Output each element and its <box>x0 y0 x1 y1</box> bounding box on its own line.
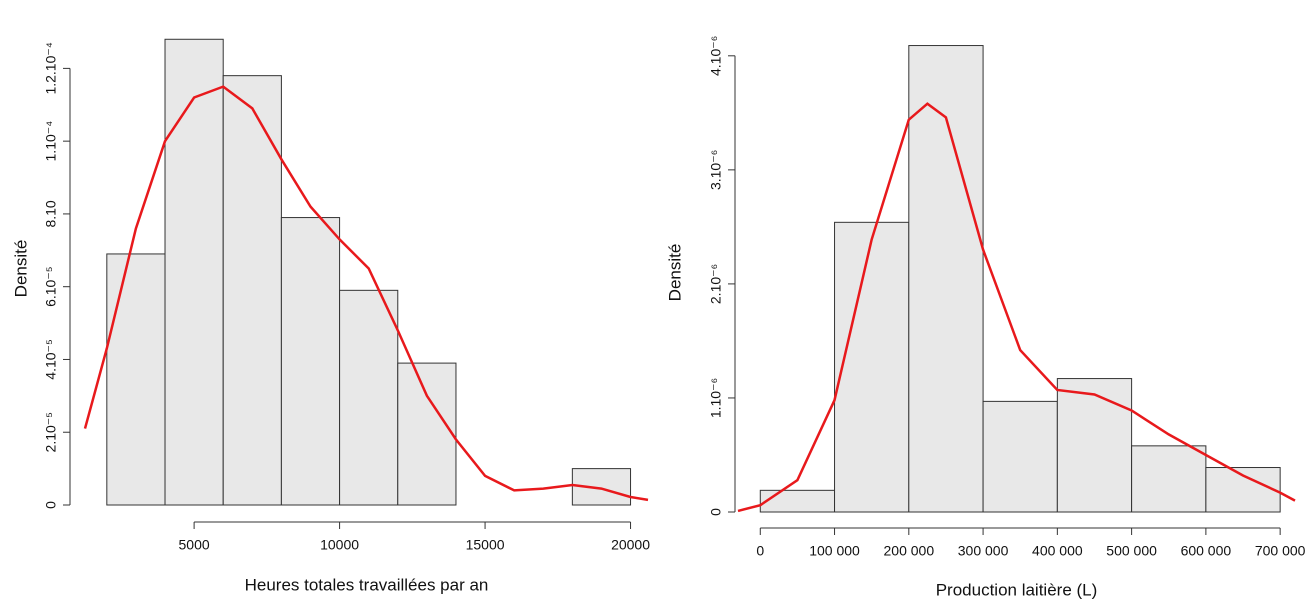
histogram-bar <box>222 75 282 506</box>
y-tick-label: 2.10⁻⁵ <box>43 412 59 452</box>
y-tick-label: 1.10⁻⁴ <box>43 121 59 162</box>
y-tick-label: 0 <box>43 501 59 509</box>
density-curve <box>737 102 1296 513</box>
x-tick-label: 500 000 <box>1106 543 1157 559</box>
y-tick-label: 3.10⁻⁶ <box>708 150 724 190</box>
x-tick-label: 0 <box>756 543 764 559</box>
x-tick-label: 10000 <box>320 537 359 553</box>
y-tick-label: 8.10 <box>43 200 59 227</box>
histogram-bar <box>397 362 457 506</box>
histogram-bar <box>834 221 910 513</box>
histogram-bar <box>759 489 836 513</box>
histogram-bar <box>280 217 341 506</box>
x-tick-label: 600 000 <box>1181 543 1232 559</box>
x-axis-title: Production laitière (L) <box>936 580 1098 599</box>
x-tick-label: 20000 <box>611 537 650 553</box>
x-tick-label: 5000 <box>179 537 210 553</box>
y-tick-label: 0 <box>708 508 724 516</box>
histogram-bar <box>106 253 166 506</box>
y-axis-title: Densité <box>665 244 684 302</box>
x-axis-title: Heures totales travaillées par an <box>245 575 489 594</box>
x-tick-label: 15000 <box>466 537 505 553</box>
x-tick-label: 100 000 <box>809 543 860 559</box>
histogram-bar <box>1056 378 1133 513</box>
y-tick-label: 1.10⁻⁶ <box>708 378 724 418</box>
y-tick-label: 4.10⁻⁵ <box>43 339 59 379</box>
histogram-bar <box>339 289 399 506</box>
x-tick-label: 200 000 <box>884 543 935 559</box>
y-axis-title: Densité <box>11 240 30 298</box>
histogram-bar <box>1131 445 1207 513</box>
y-tick-label: 4.10⁻⁶ <box>708 36 724 76</box>
x-tick-label: 400 000 <box>1032 543 1083 559</box>
y-tick-label: 1.2.10⁻⁴ <box>43 42 59 94</box>
histogram-bar <box>982 400 1058 513</box>
x-tick-label: 700 000 <box>1255 543 1306 559</box>
y-tick-label: 6.10⁻⁵ <box>43 266 59 306</box>
x-tick-label: 300 000 <box>958 543 1009 559</box>
histogram-bar <box>908 45 984 513</box>
histogram-bar <box>164 38 224 506</box>
y-tick-label: 2.10⁻⁶ <box>708 264 724 304</box>
density-curve <box>83 85 649 502</box>
